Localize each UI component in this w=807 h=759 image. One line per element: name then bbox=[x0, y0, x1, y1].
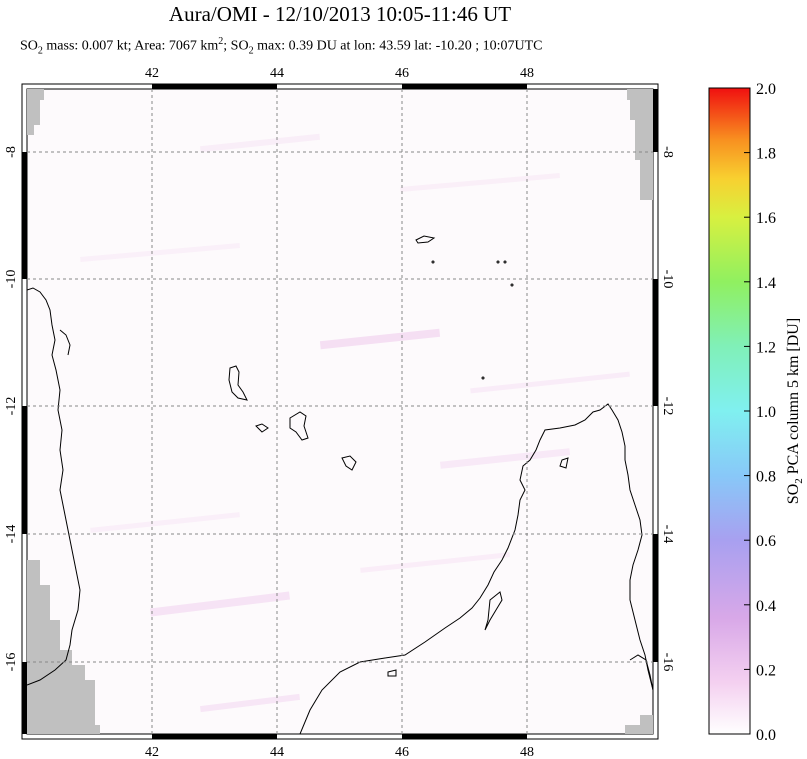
colorbar-tick-label: 1.8 bbox=[756, 146, 776, 163]
lon-label: 46 bbox=[395, 745, 409, 759]
coastlines bbox=[27, 235, 653, 734]
lon-label: 48 bbox=[520, 745, 534, 759]
lat-label: -10 bbox=[660, 270, 675, 289]
lon-labels-top: 42 44 46 48 bbox=[145, 66, 534, 81]
lon-label: 44 bbox=[270, 745, 284, 759]
lat-label: -16 bbox=[660, 653, 675, 672]
colorbar-tick-label: 1.2 bbox=[756, 339, 776, 356]
lat-label: -14 bbox=[4, 525, 19, 544]
colorbar-ticks bbox=[744, 87, 750, 670]
map-title: Aura/OMI - 12/10/2013 10:05-11:46 UT bbox=[168, 2, 512, 26]
lat-label: -12 bbox=[4, 397, 19, 416]
lat-label: -14 bbox=[660, 525, 675, 544]
lat-label: -8 bbox=[660, 146, 675, 158]
lon-label: 42 bbox=[145, 745, 159, 759]
so2-streaks bbox=[80, 133, 630, 713]
gridlines bbox=[27, 89, 653, 734]
lat-label: -10 bbox=[4, 270, 19, 289]
lon-label: 44 bbox=[270, 66, 284, 81]
colorbar-labels: 2.0 1.8 1.6 1.4 1.2 1.0 0.8 0.6 0.4 0.2 … bbox=[756, 81, 776, 744]
colorbar-tick-label: 1.6 bbox=[756, 210, 776, 227]
colorbar-tick-label: 0.2 bbox=[756, 662, 776, 679]
colorbar-tick-label: 2.0 bbox=[756, 81, 776, 98]
colorbar: 2.0 1.8 1.6 1.4 1.2 1.0 0.8 0.6 0.4 0.2 … bbox=[708, 81, 805, 744]
colorbar-tick-label: 0.0 bbox=[756, 727, 776, 744]
lon-label: 46 bbox=[395, 66, 409, 81]
colorbar-title: SO2 PCA column 5 km [DU] bbox=[785, 318, 805, 504]
colorbar-tick-label: 0.8 bbox=[756, 469, 776, 486]
colorbar-tick-label: 1.0 bbox=[756, 404, 776, 421]
lat-labels-right: -8 -10 -12 -14 -16 bbox=[660, 146, 675, 671]
lon-labels-bottom: 42 44 46 48 bbox=[145, 745, 534, 759]
map-panel bbox=[21, 83, 659, 740]
colorbar-tick-label: 0.4 bbox=[756, 598, 776, 615]
lat-labels-left: -8 -10 -12 -14 -16 bbox=[4, 146, 19, 671]
colorbar-tick-label: 0.6 bbox=[756, 533, 776, 550]
map-border-ticks bbox=[22, 84, 658, 739]
lat-label: -8 bbox=[4, 146, 19, 158]
lon-label: 42 bbox=[145, 66, 159, 81]
no-data-area bbox=[27, 89, 653, 734]
lat-label: -16 bbox=[4, 653, 19, 672]
lat-label: -12 bbox=[660, 397, 675, 416]
map-subtitle: SO2 mass: 0.007 kt; Area: 7067 km2; SO2 … bbox=[20, 36, 543, 57]
lon-label: 48 bbox=[520, 66, 534, 81]
colorbar-tick-label: 1.4 bbox=[756, 275, 776, 292]
